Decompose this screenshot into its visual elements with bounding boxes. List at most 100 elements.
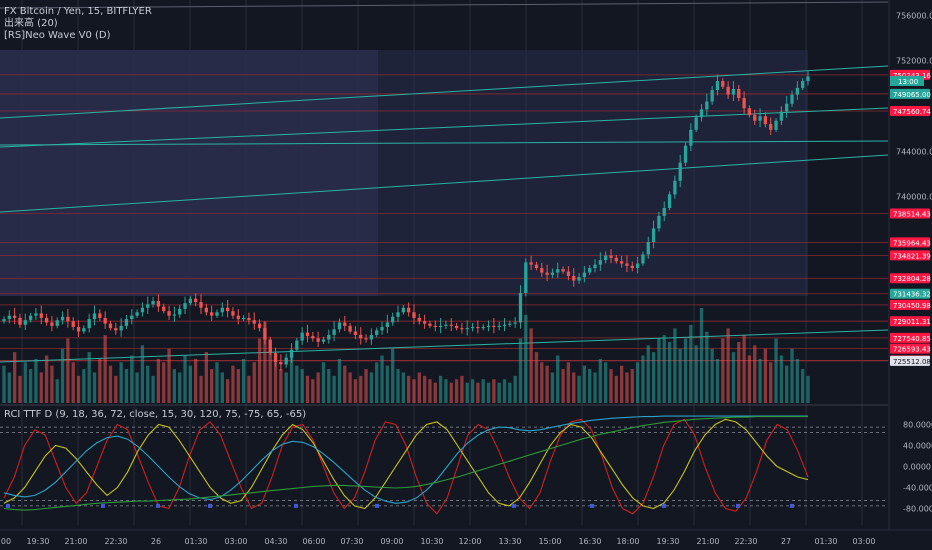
candle [114,322,118,335]
trend-lines [0,1,889,363]
volume-indicator-label[interactable]: 出来高 (20) [4,18,58,29]
volume-bar [614,375,618,403]
rci-levels [0,426,888,507]
time-tick-label: 15:00 [538,537,561,546]
candle [204,303,208,316]
candle [497,321,501,331]
rci-tick-label: -40.0000 [903,484,932,493]
price-tag-label: 731436.32 [893,291,931,299]
candle [582,266,587,283]
rci-marker [101,503,105,508]
candle [566,266,571,281]
rci-marker [790,503,794,508]
candle-body [731,89,736,95]
candle [162,303,166,314]
price-tag: 731436.32 [890,288,931,299]
candle [252,312,256,330]
price-tag-label: 729011.31 [893,318,931,326]
rci-tick-label: 80.0000 [903,421,932,430]
volume-bar [311,379,315,403]
candle [124,314,129,330]
candle [215,309,219,318]
candle-body [763,116,768,125]
volume-bar [492,379,496,403]
candle [241,315,246,322]
candle-body [359,334,363,339]
volume-bar [279,369,283,403]
candle [300,327,304,345]
candle-body [742,98,746,109]
candle-body [609,255,613,258]
candle [220,302,224,317]
candle-body [188,298,193,304]
candle-body [204,307,208,313]
volume-bar [790,348,794,403]
candle-body [396,312,400,317]
volume-bar [444,379,448,403]
candle-body [470,327,475,329]
rci-marker [208,503,212,508]
candle-body [12,315,17,318]
volume-bar [540,362,544,403]
price-tag-box [890,250,930,261]
candle-body [108,323,113,329]
symbol-title[interactable]: FX Bitcoin / Yen, 15, BITFLYER [4,6,152,17]
candle [44,313,49,326]
volume-bar [188,365,193,403]
candle [156,294,161,312]
candle [103,311,107,329]
volume-bar [2,365,6,403]
candle-body [646,242,650,255]
candle [694,114,698,133]
volume-bar [502,379,507,403]
price-tag-box [890,299,930,310]
volume-bar [417,372,421,403]
candle-body [806,76,810,82]
volume-bar [34,358,38,403]
candle-body [321,339,326,342]
candle [758,108,762,127]
candle-body [305,332,310,337]
candle [210,305,214,321]
candle [316,331,320,347]
countdown-tag: 13:00 [890,76,924,86]
candle-body [689,129,693,146]
candle [60,311,65,325]
candle [673,175,677,199]
volume-bar [508,382,512,403]
candle-body [678,162,682,181]
price-tag-label: 747560.74 [893,108,931,116]
candle-body [273,353,278,363]
candle [801,78,805,91]
candle-body [247,317,251,321]
candle-body [289,349,294,358]
candle-body [215,312,219,316]
volume-bar [705,331,709,403]
candle-body [231,311,235,316]
volume-bar [513,375,517,403]
candle [279,354,283,371]
volume-bar [385,365,390,403]
candle-body [438,325,443,327]
candle [806,71,810,86]
range-band-left [0,50,378,296]
wave-indicator-label[interactable]: [RS]Neo Wave V0 (D) [4,30,111,41]
candle [391,312,395,326]
volume-bar [785,365,789,403]
volume-bar [779,355,784,403]
rci-marker [736,503,740,508]
volume-bar [486,382,491,403]
volume-bar [609,369,613,403]
candle-body [545,272,549,275]
volume-bar [130,355,134,403]
volume-bar [241,358,246,403]
candle [561,266,565,274]
rci-indicator-label[interactable]: RCI TTF D (9, 18, 36, 72, close, 15, 30,… [4,409,307,420]
candle [50,315,54,332]
candle-body [268,339,272,354]
volume-bar [433,382,437,403]
candle-body [220,307,224,313]
candle-body [295,340,299,350]
candle [151,296,155,308]
